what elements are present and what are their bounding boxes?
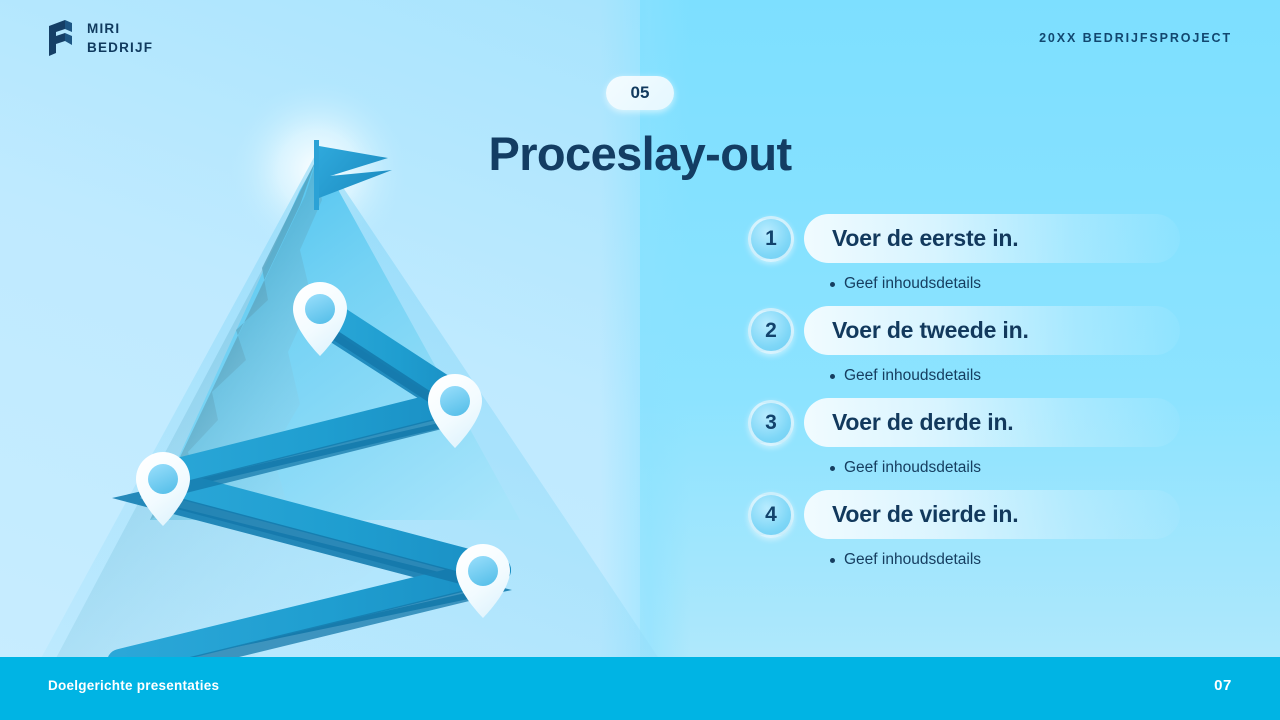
header-eyebrow: 20XX BEDRIJFSPROJECT	[1039, 31, 1232, 45]
step-title-text: Voer de tweede in.	[832, 317, 1029, 343]
map-pin-3	[136, 452, 190, 526]
background-right-panel	[640, 0, 1280, 720]
footer-label: Doelgerichte presentaties	[48, 678, 220, 693]
mountain-path-illustration	[40, 82, 660, 660]
mountain-ridge-shadow-2	[150, 162, 322, 520]
miri-logo-mark-icon	[49, 20, 72, 56]
footer-page-number: 07	[1214, 677, 1232, 694]
step-header: 2 Voer de tweede in.	[748, 306, 1180, 356]
step-header: 1 Voer de eerste in.	[748, 214, 1180, 264]
step-title-pill[interactable]: Voer de vierde in.	[804, 490, 1180, 539]
step-detail-text: Geef inhoudsdetails	[844, 275, 982, 292]
bullet-icon	[830, 373, 835, 379]
step-detail: Geef inhoudsdetails	[748, 551, 1180, 569]
map-pin-4	[456, 544, 510, 618]
step-title-pill[interactable]: Voer de derde in.	[804, 398, 1180, 447]
map-pin-1	[293, 282, 347, 356]
step-title-pill[interactable]: Voer de eerste in.	[804, 214, 1180, 263]
step-number-badge: 1	[748, 216, 794, 262]
brand-name: MIRI BEDRIJF	[87, 20, 153, 57]
footer-bar: Doelgerichte presentaties 07	[0, 657, 1280, 720]
step-header: 3 Voer de derde in.	[748, 398, 1180, 448]
step-item[interactable]: 4 Voer de vierde in. Geef inhoudsdetails	[748, 490, 1180, 569]
step-number-badge: 4	[748, 492, 794, 538]
brand-name-line2: BEDRIJF	[87, 40, 154, 55]
bullet-icon	[830, 281, 835, 287]
step-detail-text: Geef inhoudsdetails	[844, 551, 982, 568]
page-title: Proceslay-out	[0, 126, 1280, 181]
step-title-pill[interactable]: Voer de tweede in.	[804, 306, 1180, 355]
mountain-ridge-shadow	[150, 160, 316, 520]
step-item[interactable]: 3 Voer de derde in. Geef inhoudsdetails	[748, 398, 1180, 477]
step-detail-text: Geef inhoudsdetails	[844, 459, 982, 476]
step-title-text: Voer de vierde in.	[832, 501, 1019, 527]
summit-flag-icon	[319, 146, 392, 198]
step-title-text: Voer de derde in.	[832, 409, 1014, 435]
step-detail: Geef inhoudsdetails	[748, 275, 1180, 293]
step-header: 4 Voer de vierde in.	[748, 490, 1180, 540]
brand-name-line1: MIRI	[87, 21, 121, 37]
flag-pole	[314, 140, 319, 210]
step-detail: Geef inhoudsdetails	[748, 367, 1180, 385]
step-number-badge: 3	[748, 400, 794, 446]
bullet-icon	[830, 465, 835, 471]
steps-list: 1 Voer de eerste in. Geef inhoudsdetails…	[748, 214, 1180, 582]
section-number-badge: 05	[606, 76, 674, 110]
step-item[interactable]: 1 Voer de eerste in. Geef inhoudsdetails	[748, 214, 1180, 293]
map-pin-2	[428, 374, 482, 448]
brand-logo[interactable]: MIRI BEDRIJF	[46, 20, 153, 58]
step-detail-text: Geef inhoudsdetails	[844, 367, 982, 384]
step-title-text: Voer de eerste in.	[832, 225, 1019, 251]
page-title-text: Proceslay-out	[488, 127, 792, 180]
step-number-badge: 2	[748, 308, 794, 354]
step-item[interactable]: 2 Voer de tweede in. Geef inhoudsdetails	[748, 306, 1180, 385]
bullet-icon	[830, 557, 835, 563]
step-detail: Geef inhoudsdetails	[748, 459, 1180, 477]
